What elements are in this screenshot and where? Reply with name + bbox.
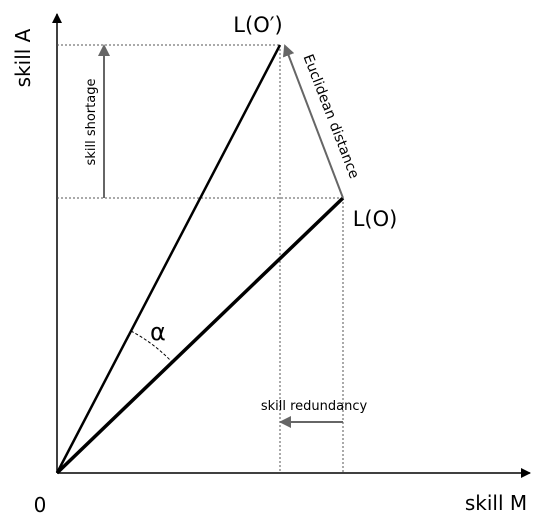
origin-label: 0 <box>34 493 47 516</box>
shortage-label: skill shortage <box>84 79 99 166</box>
angle-label: α <box>150 318 166 346</box>
vector-target <box>55 44 282 474</box>
point-label: L(O) <box>353 207 398 231</box>
y-axis-label: skill A <box>11 28 35 87</box>
angle-arc <box>130 330 173 363</box>
vector-current <box>55 196 345 475</box>
distance-label: Euclidean distance <box>300 52 362 181</box>
x-axis-label: skill M <box>465 491 527 515</box>
redundancy-label: skill redundancy <box>261 399 368 414</box>
point-label: L(O′) <box>233 13 282 37</box>
distance-arrow <box>282 44 344 199</box>
